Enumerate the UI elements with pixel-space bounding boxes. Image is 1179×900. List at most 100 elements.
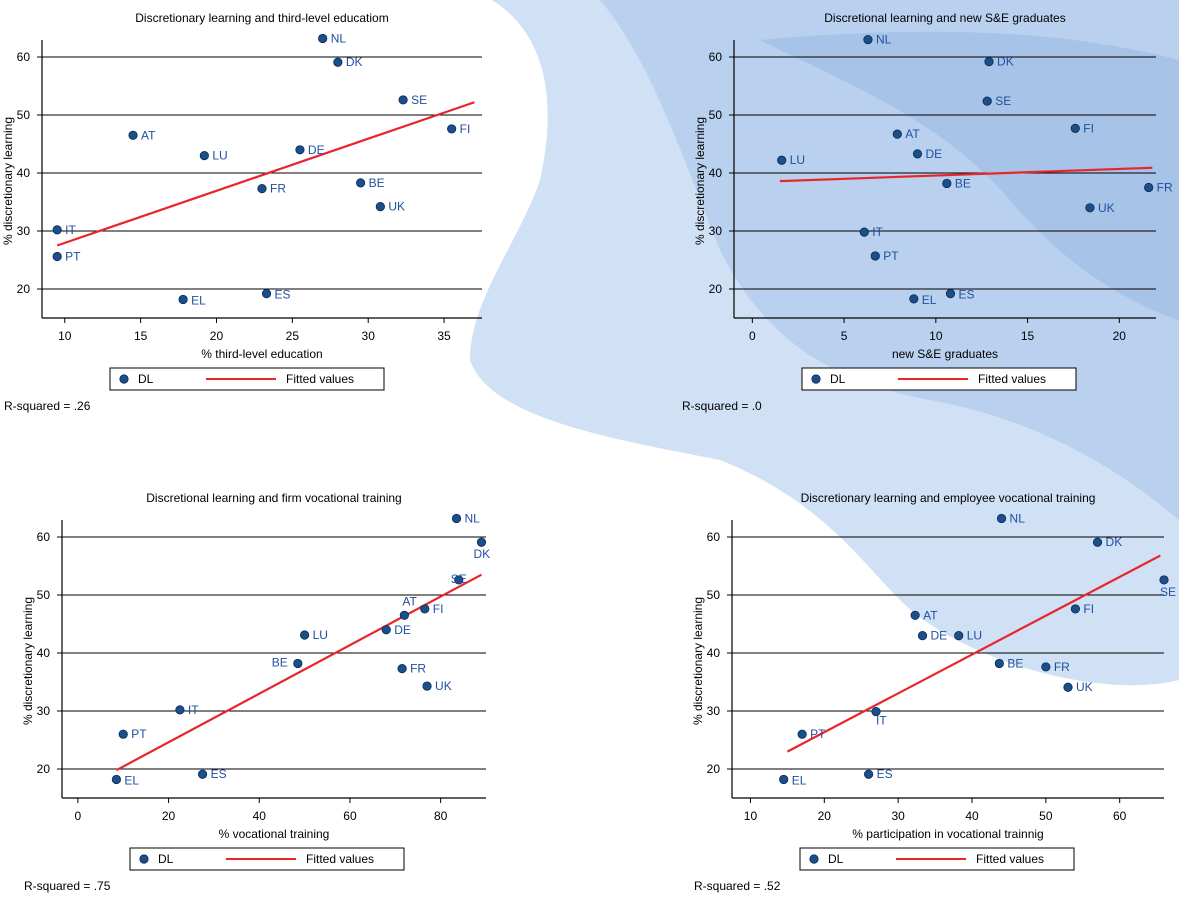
data-point <box>476 537 487 547</box>
y-axis-label: % discretionary learning <box>691 597 705 725</box>
y-tick-label: 30 <box>709 224 723 238</box>
chart-panel-se-graduates: Discretional learning and new S&E gradua… <box>676 0 1179 420</box>
point-label: LU <box>212 149 227 163</box>
data-point <box>892 129 902 139</box>
fitted-line <box>779 166 1153 183</box>
point-label: PT <box>65 250 81 264</box>
y-tick-label: 20 <box>17 282 31 296</box>
point-label: FR <box>410 662 426 676</box>
x-tick-label: 30 <box>891 809 905 823</box>
point-label: AT <box>402 594 417 608</box>
x-tick-label: 60 <box>343 809 357 823</box>
point-label: NL <box>465 511 481 525</box>
data-point <box>111 774 122 785</box>
point-label: DE <box>931 629 948 643</box>
point-label: PT <box>131 727 147 741</box>
point-label: DK <box>1106 535 1123 549</box>
x-tick-label: 30 <box>362 329 376 343</box>
point-label: EL <box>191 293 206 307</box>
y-tick-label: 30 <box>17 224 31 238</box>
data-point <box>945 289 956 299</box>
y-tick-label: 60 <box>37 530 51 544</box>
point-label: FR <box>1157 181 1173 195</box>
point-label: PT <box>810 727 826 741</box>
data-point <box>797 729 807 739</box>
data-point <box>300 630 310 640</box>
data-point <box>779 774 789 785</box>
data-point <box>118 729 128 739</box>
data-point <box>295 145 305 155</box>
data-point <box>356 178 366 188</box>
x-tick-label: 20 <box>818 809 832 823</box>
y-tick-label: 60 <box>709 50 723 64</box>
legend-label-dl: DL <box>158 852 174 866</box>
point-label: UK <box>1098 201 1115 215</box>
data-point <box>954 631 964 641</box>
chart-title: Discretional learning and new S&E gradua… <box>824 11 1065 25</box>
point-label: FI <box>1083 121 1094 135</box>
point-label: ES <box>275 288 291 302</box>
x-tick-label: 20 <box>162 809 176 823</box>
data-point <box>912 149 923 159</box>
data-point <box>422 681 432 691</box>
point-label: EL <box>792 773 807 787</box>
y-tick-label: 50 <box>17 108 31 122</box>
y-tick-label: 50 <box>707 588 721 602</box>
data-point <box>777 155 787 165</box>
y-axis-label: % discretionary learning <box>21 597 35 725</box>
fitted-line <box>786 554 1161 753</box>
x-axis-label: % participation in vocational trainnig <box>852 827 1043 841</box>
chart-panel-employee-vocational: Discretionary learning and employee voca… <box>676 480 1179 900</box>
data-point <box>863 34 873 45</box>
data-point <box>52 251 62 262</box>
legend-label-dl: DL <box>138 372 154 386</box>
r-squared-note: R-squared = .52 <box>694 879 781 893</box>
data-point <box>447 124 457 134</box>
data-point <box>871 706 881 717</box>
x-tick-label: 0 <box>75 809 82 823</box>
x-tick-label: 20 <box>210 329 224 343</box>
point-label: UK <box>388 200 405 214</box>
y-tick-label: 60 <box>707 530 721 544</box>
x-tick-label: 10 <box>929 329 943 343</box>
point-label: ES <box>877 767 893 781</box>
data-point <box>420 604 430 614</box>
data-point <box>1041 662 1051 672</box>
x-tick-label: 15 <box>1021 329 1035 343</box>
data-point <box>982 96 992 106</box>
legend-marker-dl <box>119 374 129 384</box>
x-tick-label: 20 <box>1113 329 1127 343</box>
legend-marker-dl <box>139 854 149 864</box>
chart-svg: Discretional learning and firm vocationa… <box>21 491 490 893</box>
data-point <box>293 658 303 669</box>
point-label: DK <box>997 55 1014 69</box>
data-point <box>175 705 185 715</box>
point-label: EL <box>922 293 937 307</box>
legend-label-dl: DL <box>828 852 844 866</box>
point-label: BE <box>1007 656 1023 670</box>
y-tick-label: 20 <box>709 282 723 296</box>
data-point <box>994 658 1004 669</box>
data-point <box>1092 537 1103 547</box>
data-point <box>197 769 208 779</box>
data-point <box>870 251 880 261</box>
point-label: DE <box>925 147 942 161</box>
r-squared-note: R-squared = .75 <box>24 879 111 893</box>
data-point <box>1159 575 1169 585</box>
point-label: FI <box>433 602 444 616</box>
data-point <box>1070 604 1080 614</box>
legend-marker-dl <box>811 374 821 384</box>
data-point <box>333 57 343 67</box>
y-tick-label: 30 <box>37 704 51 718</box>
point-label: SE <box>411 93 427 107</box>
data-point <box>399 610 409 620</box>
data-point <box>397 664 407 674</box>
data-point <box>451 513 462 524</box>
point-label: SE <box>995 94 1011 108</box>
data-point <box>1144 182 1154 193</box>
y-tick-label: 20 <box>707 762 721 776</box>
x-tick-label: 5 <box>841 329 848 343</box>
point-label: IT <box>65 223 76 237</box>
point-label: DK <box>346 55 363 69</box>
chart-panel-third-level: Discretionary learning and third-level e… <box>0 0 560 420</box>
